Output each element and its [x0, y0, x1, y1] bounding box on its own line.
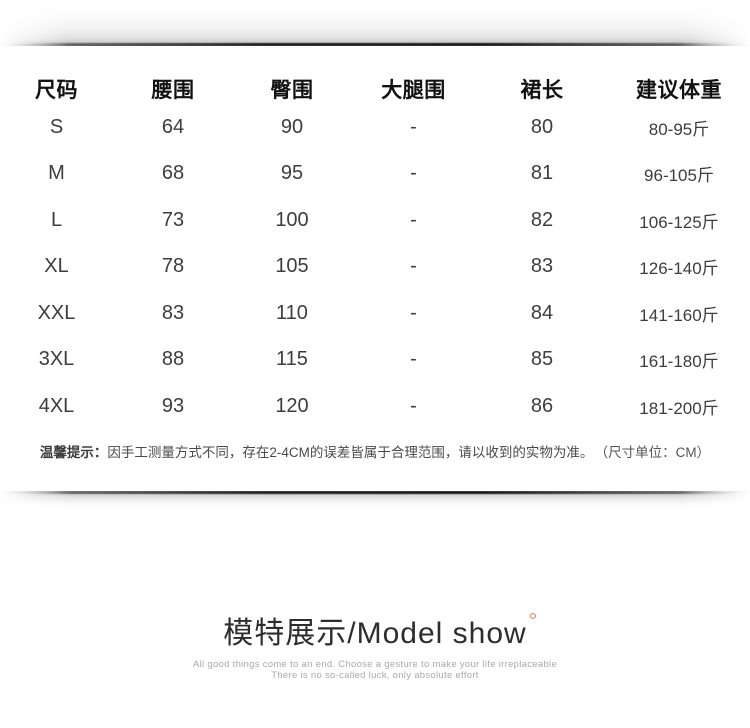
cell-waist: 68 — [161, 162, 185, 185]
cell-weight: 141-160斤 — [639, 305, 719, 325]
cell-size: 4XL — [38, 394, 75, 417]
measurement-note-unit: （尺寸单位：CM） — [601, 444, 711, 460]
cell-thigh: - — [410, 208, 417, 231]
cell-weight: 106-125斤 — [639, 212, 719, 232]
size-row-3xl: 3XL 88 115 - 85 161-180斤 — [0, 337, 750, 384]
tagline-line-2: There is no so-called luck, only absolut… — [271, 669, 479, 681]
measurement-note-prefix: 温馨提示： — [39, 444, 108, 460]
cell-weight: 96-105斤 — [644, 166, 714, 186]
measurement-note-body: 因手工测量方式不同，存在2-4CM的误差皆属于合理范围，请以收到的实物为准。 — [107, 444, 594, 460]
tagline-line-1: All good things come to an end. Choose a… — [192, 659, 558, 670]
cell-hip: 115 — [276, 348, 308, 371]
accent-ring-icon — [529, 613, 536, 619]
cell-size: XXL — [37, 301, 76, 324]
cell-skirt-length: 82 — [530, 208, 554, 231]
top-shadow-side-fade — [0, 0, 750, 46]
size-row-4xl: 4XL 93 120 - 86 181-200斤 — [0, 383, 750, 430]
cell-size: L — [50, 208, 63, 231]
cell-hip: 105 — [275, 255, 309, 278]
cell-waist: 64 — [161, 115, 185, 138]
cell-thigh: - — [410, 301, 417, 324]
size-row-xxl: XXL 83 110 - 84 141-160斤 — [0, 290, 750, 337]
cell-hip: 95 — [280, 162, 304, 185]
cell-skirt-length: 84 — [530, 301, 554, 324]
cell-hip: 120 — [275, 394, 309, 417]
cell-thigh: - — [410, 348, 417, 371]
card-bottom-drop-shadow — [0, 491, 750, 508]
cell-skirt-length: 80 — [530, 115, 554, 138]
measurement-note: 温馨提示：因手工测量方式不同，存在2-4CM的误差皆属于合理范围，请以收到的实物… — [0, 443, 750, 463]
cell-skirt-length: 86 — [530, 394, 554, 417]
section-taglines: All good things come to an end. Choose a… — [0, 659, 750, 681]
section-title-text: 模特展示/Model show — [223, 617, 527, 650]
cell-thigh: - — [410, 162, 417, 185]
column-header-size: 尺码 — [35, 79, 78, 102]
cell-hip: 110 — [276, 301, 308, 324]
size-row-l: L 73 100 - 82 106-125斤 — [0, 197, 750, 244]
section-title: 模特展示/Model show — [223, 613, 536, 651]
cell-waist: 88 — [161, 348, 185, 371]
cell-thigh: - — [410, 255, 417, 278]
size-row-xl: XL 78 105 - 83 126-140斤 — [0, 244, 750, 291]
size-row-m: M 68 95 - 81 96-105斤 — [0, 151, 750, 198]
column-header-hip: 臀围 — [270, 79, 314, 102]
cell-size: 3XL — [38, 348, 75, 371]
cell-hip: 100 — [275, 208, 309, 231]
bottom-shadow-side-fade — [0, 491, 750, 508]
cell-thigh: - — [410, 394, 417, 417]
model-show-section: 模特展示/Model show All good things come to … — [0, 613, 750, 681]
cell-size: XL — [44, 255, 69, 278]
cell-skirt-length: 85 — [530, 348, 554, 371]
table-body: S 64 90 - 80 80-95斤 M 68 95 - 81 96-105斤… — [0, 104, 750, 430]
cell-hip: 90 — [280, 115, 304, 138]
cell-thigh: - — [410, 115, 417, 138]
column-header-suggested-weight: 建议体重 — [636, 79, 722, 102]
table-header-row: 尺码 腰围 臀围 大腿围 裙长 建议体重 — [0, 74, 750, 102]
cell-weight: 181-200斤 — [639, 398, 719, 418]
cell-waist: 73 — [161, 208, 185, 231]
cell-skirt-length: 81 — [530, 162, 554, 185]
size-chart-card: 尺码 腰围 臀围 大腿围 裙长 建议体重 S 64 90 - 80 80-95斤… — [0, 46, 750, 491]
column-header-thigh: 大腿围 — [381, 79, 446, 102]
cell-weight: 80-95斤 — [648, 119, 710, 139]
column-header-skirt-length: 裙长 — [520, 79, 564, 102]
cell-skirt-length: 83 — [530, 255, 554, 278]
size-row-s: S 64 90 - 80 80-95斤 — [0, 104, 750, 151]
column-header-waist: 腰围 — [151, 79, 195, 102]
top-page-curl-shadow — [0, 0, 750, 46]
cell-waist: 83 — [161, 301, 185, 324]
cell-waist: 78 — [161, 255, 185, 278]
cell-size: S — [49, 115, 64, 138]
cell-weight: 161-180斤 — [639, 352, 719, 372]
cell-waist: 93 — [161, 394, 185, 417]
cell-weight: 126-140斤 — [639, 259, 719, 279]
cell-size: M — [48, 162, 65, 185]
